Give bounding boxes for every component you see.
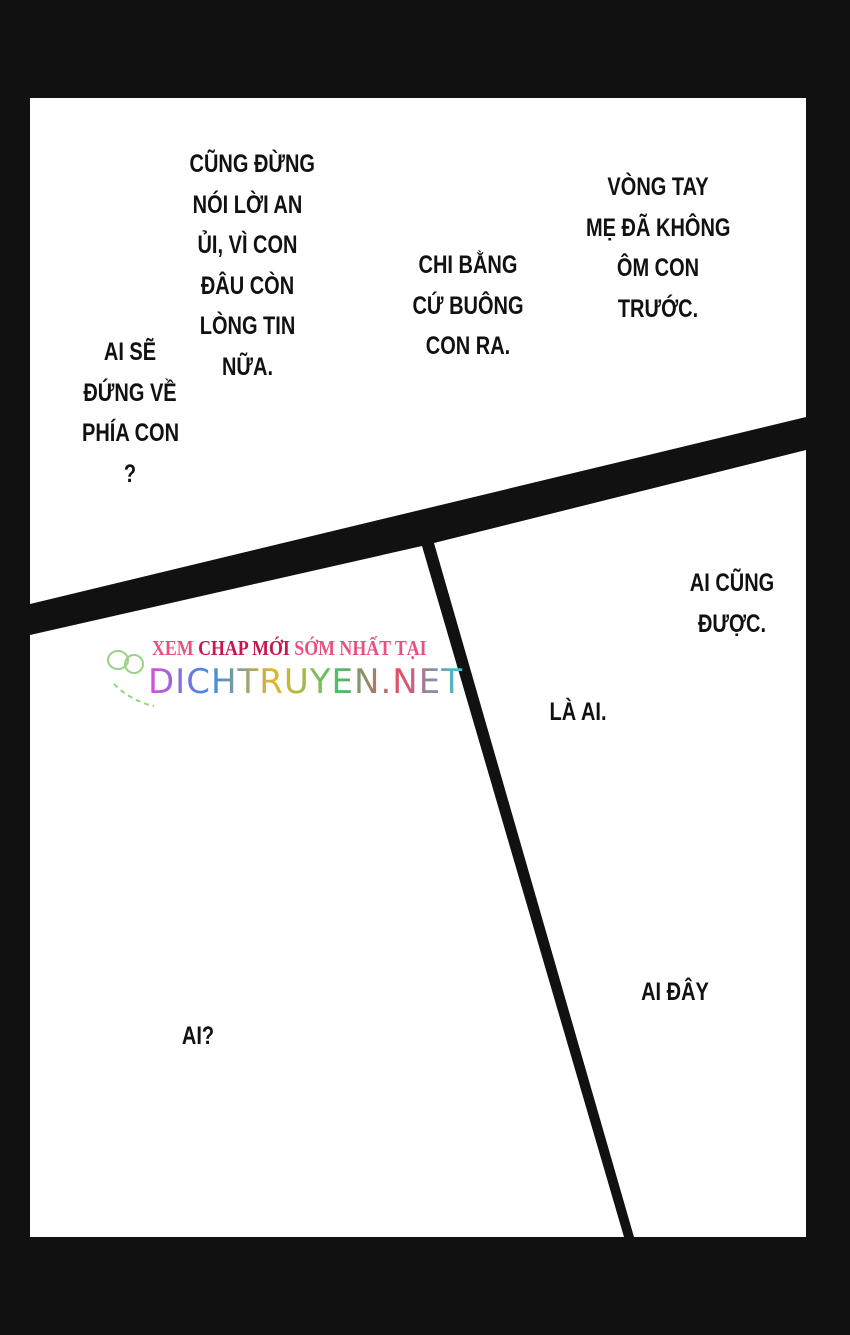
speech-text: AI ĐÂY — [635, 972, 715, 1013]
speech-text: AI? — [166, 1016, 230, 1057]
text-line: CHI BẰNG — [418, 251, 518, 279]
speech-text: LÀ AI. — [542, 692, 614, 733]
watermark-tagline: XEM CHAP MỚI SỚM NHẤT TẠI — [152, 636, 427, 660]
speech-text: CŨNG ĐỪNG NÓI LỜI AN ỦI, VÌ CON ĐÂU CÒN … — [189, 144, 315, 387]
text-line: AI? — [181, 1022, 215, 1050]
text-line: NÓI LỜI AN — [192, 190, 303, 219]
text-line: NỮA. — [221, 352, 274, 381]
speech-text: CHI BẰNG CỨ BUÔNG CON RA. — [412, 245, 524, 367]
text-line: ? — [123, 459, 137, 488]
text-line: LÒNG TIN — [199, 312, 296, 340]
speech-text: VÒNG TAY MẸ ĐÃ KHÔNG ÔM CON TRƯỚC. — [586, 167, 730, 329]
text-line: TRƯỚC. — [617, 294, 699, 323]
text-line: PHÍA CON — [82, 419, 180, 447]
speech-text: AI SẼ ĐỨNG VỀ PHÍA CON ? — [82, 332, 180, 494]
text-line: CỨ BUÔNG — [412, 291, 524, 320]
watermark-site: DICHTRUYEN.NET — [148, 662, 463, 702]
text-line: ĐƯỢC. — [697, 609, 767, 638]
panel-bottom-right — [434, 450, 806, 1237]
text-line: LÀ AI. — [549, 698, 607, 726]
text-line: CŨNG ĐỪNG — [189, 150, 315, 178]
speech-text: AI CŨNG ĐƯỢC. — [684, 563, 780, 644]
watermark-logo: XEM CHAP MỚI SỚM NHẤT TẠI DICHTRUYEN.NET — [104, 634, 462, 718]
text-line: AI CŨNG — [689, 569, 775, 597]
butterfly-icon — [107, 650, 154, 708]
text-line: MẸ ĐÃ KHÔNG — [586, 213, 731, 242]
text-line: ĐỨNG VỀ — [83, 378, 177, 407]
text-line: VÒNG TAY — [607, 173, 709, 201]
text-line: AI SẼ — [103, 338, 157, 366]
panel-bottom-left — [30, 546, 624, 1237]
panel-top — [30, 98, 806, 604]
text-line: CON RA. — [425, 332, 511, 360]
text-line: ỦI, VÌ CON — [197, 231, 298, 259]
text-line: ÔM CON — [616, 254, 700, 282]
text-line: AI ĐÂY — [641, 978, 709, 1006]
text-line: ĐÂU CÒN — [200, 271, 295, 300]
